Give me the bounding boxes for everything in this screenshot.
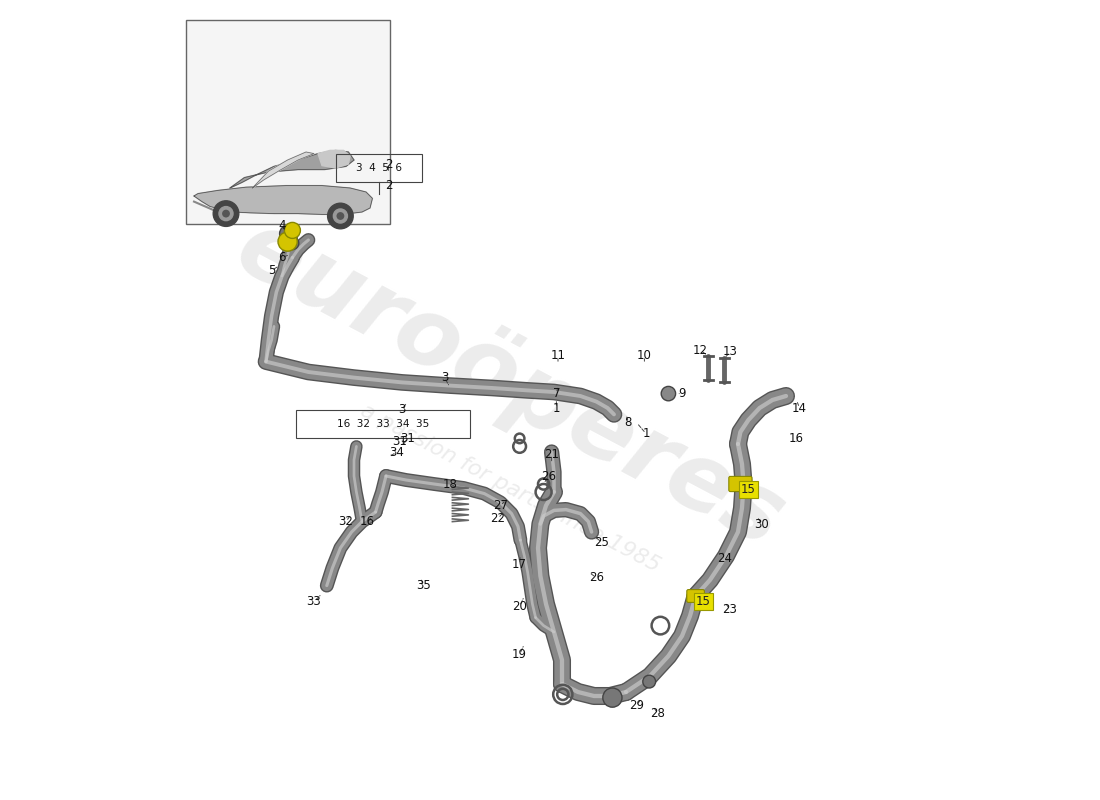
- Circle shape: [603, 688, 622, 707]
- Text: 16  32  33  34  35: 16 32 33 34 35: [337, 419, 429, 429]
- Circle shape: [333, 209, 348, 223]
- Circle shape: [285, 222, 300, 238]
- Text: 3  4  5  6: 3 4 5 6: [355, 163, 402, 173]
- Text: 33: 33: [307, 595, 321, 608]
- Text: 26: 26: [588, 571, 604, 584]
- Circle shape: [223, 210, 229, 217]
- Polygon shape: [252, 152, 314, 188]
- Circle shape: [338, 213, 343, 219]
- Text: 8: 8: [625, 416, 632, 429]
- Text: 16: 16: [360, 515, 375, 528]
- Text: 29: 29: [629, 699, 644, 712]
- Text: 31: 31: [393, 435, 407, 448]
- Text: 11: 11: [550, 350, 565, 362]
- Text: 7: 7: [552, 387, 560, 400]
- Circle shape: [328, 203, 353, 229]
- Text: 28: 28: [650, 707, 666, 720]
- Circle shape: [278, 232, 297, 251]
- Text: 5: 5: [268, 264, 275, 277]
- Circle shape: [213, 201, 239, 226]
- Text: 22: 22: [491, 512, 506, 525]
- Text: 26: 26: [541, 470, 556, 482]
- Text: 6: 6: [278, 251, 286, 264]
- Text: 1: 1: [552, 402, 560, 414]
- Text: euroöperes: euroöperes: [220, 200, 800, 568]
- Text: 13: 13: [723, 346, 737, 358]
- Text: 2: 2: [385, 158, 392, 170]
- Text: 3: 3: [441, 371, 448, 384]
- Text: 23: 23: [723, 603, 737, 616]
- Text: 34: 34: [389, 446, 404, 458]
- Text: 17: 17: [513, 558, 527, 570]
- Text: 16: 16: [789, 432, 804, 445]
- Text: 3: 3: [398, 403, 406, 416]
- Text: 27: 27: [493, 499, 508, 512]
- Circle shape: [279, 226, 296, 242]
- Text: 2: 2: [385, 179, 392, 192]
- Polygon shape: [318, 150, 350, 168]
- Text: a passion for parts since 1985: a passion for parts since 1985: [356, 400, 663, 576]
- Text: 20: 20: [513, 600, 527, 613]
- Text: 9: 9: [679, 387, 685, 400]
- Text: 4: 4: [278, 219, 286, 232]
- Text: 15: 15: [741, 483, 756, 496]
- Text: 10: 10: [637, 350, 652, 362]
- Text: 31: 31: [400, 432, 415, 445]
- Text: 30: 30: [755, 518, 769, 530]
- Text: 15: 15: [696, 595, 711, 608]
- Text: 1: 1: [642, 427, 650, 440]
- Polygon shape: [230, 150, 354, 188]
- Circle shape: [286, 237, 299, 250]
- Circle shape: [642, 675, 656, 688]
- Text: 24: 24: [717, 552, 732, 565]
- Text: 12: 12: [693, 344, 708, 357]
- Text: 25: 25: [595, 536, 609, 549]
- Text: 14: 14: [792, 402, 807, 414]
- Text: 35: 35: [416, 579, 431, 592]
- FancyBboxPatch shape: [186, 20, 390, 224]
- Text: 19: 19: [513, 648, 527, 661]
- Polygon shape: [194, 186, 373, 214]
- Circle shape: [661, 386, 675, 401]
- Text: 21: 21: [544, 448, 559, 461]
- FancyBboxPatch shape: [729, 476, 752, 491]
- FancyBboxPatch shape: [686, 590, 704, 602]
- Text: 18: 18: [442, 478, 458, 490]
- Circle shape: [219, 206, 233, 221]
- Text: 32: 32: [339, 515, 353, 528]
